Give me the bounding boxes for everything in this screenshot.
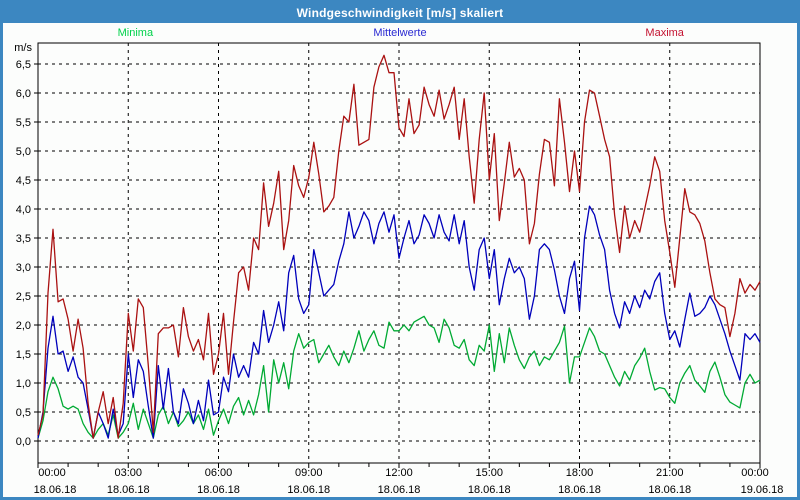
svg-text:2,5: 2,5 <box>16 291 31 303</box>
svg-text:1,5: 1,5 <box>16 349 31 361</box>
svg-text:1,0: 1,0 <box>16 378 31 390</box>
svg-text:4,0: 4,0 <box>16 204 31 216</box>
svg-text:12:00: 12:00 <box>385 467 413 479</box>
svg-text:6,0: 6,0 <box>16 88 31 100</box>
svg-text:2,0: 2,0 <box>16 320 31 332</box>
svg-text:18.06.18: 18.06.18 <box>34 484 77 496</box>
svg-text:3,5: 3,5 <box>16 233 31 245</box>
svg-text:19.06.18: 19.06.18 <box>741 484 784 496</box>
svg-text:18.06.18: 18.06.18 <box>468 484 511 496</box>
svg-text:03:00: 03:00 <box>114 467 142 479</box>
svg-text:18.06.18: 18.06.18 <box>107 484 150 496</box>
legend-item-maxima: Maxima <box>645 26 684 39</box>
svg-text:m/s: m/s <box>14 42 32 54</box>
svg-text:0,0: 0,0 <box>16 436 31 448</box>
legend-item-mittelwerte: Mittelwerte <box>373 26 427 39</box>
svg-text:5,0: 5,0 <box>16 146 31 158</box>
svg-text:00:00: 00:00 <box>38 467 66 479</box>
svg-text:18.06.18: 18.06.18 <box>197 484 240 496</box>
svg-text:3,0: 3,0 <box>16 262 31 274</box>
svg-text:09:00: 09:00 <box>295 467 323 479</box>
svg-text:18.06.18: 18.06.18 <box>558 484 601 496</box>
svg-text:18:00: 18:00 <box>566 467 594 479</box>
svg-text:00:00: 00:00 <box>741 467 769 479</box>
chart-legend: Minima Mittelwerte Maxima <box>3 24 797 41</box>
svg-text:0,5: 0,5 <box>16 407 31 419</box>
svg-text:18.06.18: 18.06.18 <box>287 484 330 496</box>
svg-text:21:00: 21:00 <box>656 467 684 479</box>
svg-text:18.06.18: 18.06.18 <box>378 484 421 496</box>
legend-item-minima: Minima <box>117 26 154 39</box>
wind-speed-line-chart: 0,0 0,5 1,0 1,5 2,0 2,5 3,0 3,5 4,0 4,5 5,0 5,5 6,0 6… <box>14 42 784 496</box>
svg-text:5,5: 5,5 <box>16 117 31 129</box>
svg-text:4,5: 4,5 <box>16 175 31 187</box>
svg-text:06:00: 06:00 <box>205 467 233 479</box>
svg-text:6,5: 6,5 <box>16 59 31 71</box>
window-titlebar: Windgeschwindigkeit [m/s] skaliert <box>3 3 797 23</box>
window-title: Windgeschwindigkeit [m/s] skaliert <box>296 6 504 20</box>
svg-text:15:00: 15:00 <box>475 467 503 479</box>
svg-text:18.06.18: 18.06.18 <box>648 484 691 496</box>
